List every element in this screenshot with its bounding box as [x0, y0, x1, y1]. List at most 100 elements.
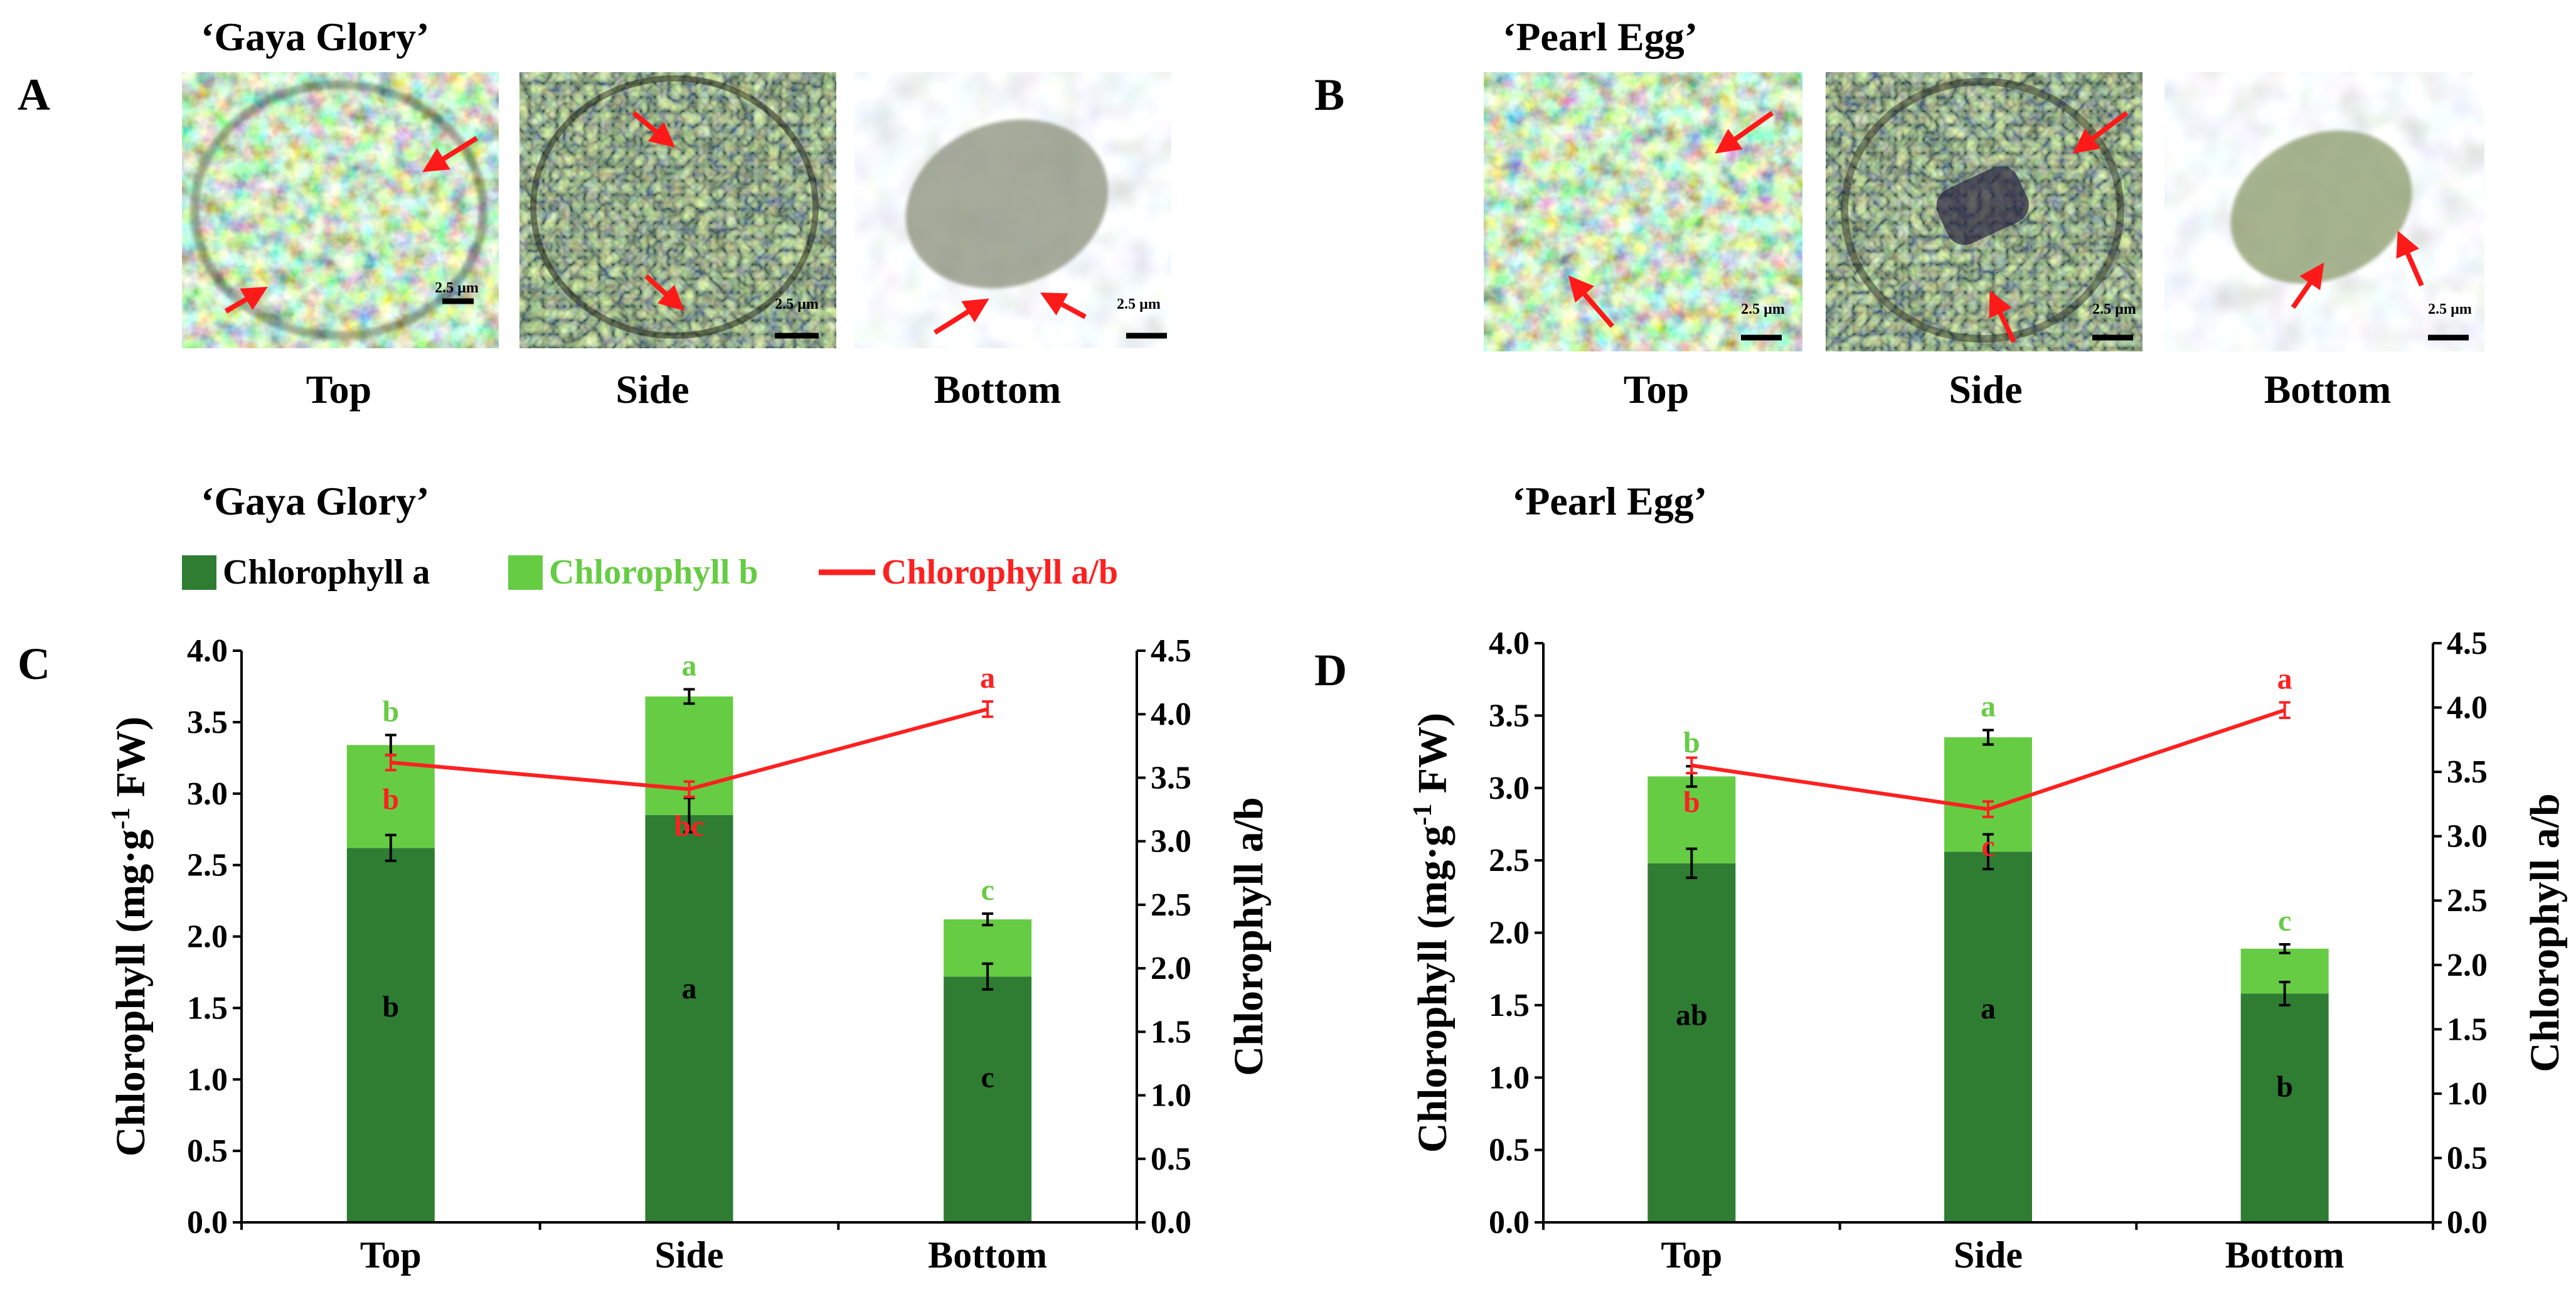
y-tick-label: 0.5 — [1489, 1133, 1530, 1168]
y2-tick-label: 3.0 — [2447, 819, 2488, 855]
red-arrow — [644, 274, 684, 311]
y-tick-label: 2.0 — [1489, 916, 1530, 951]
letter-ratio: b — [382, 782, 399, 816]
micrograph-top — [1484, 72, 1802, 351]
legend-swatch-chl-b — [508, 555, 543, 590]
y2-tick-label: 1.0 — [1151, 1078, 1191, 1114]
letter-chl-b: a — [682, 649, 697, 682]
letter-chl-a: ab — [1676, 998, 1708, 1032]
y2-tick-label: 2.5 — [1151, 887, 1191, 923]
y-tick-label: 1.5 — [1489, 988, 1530, 1023]
letter-chl-a: a — [682, 972, 697, 1005]
y2-tick-label: 0.0 — [1151, 1205, 1191, 1241]
y-tick-label: 3.0 — [1489, 771, 1530, 806]
bar-chl-a — [2240, 993, 2329, 1222]
y2-tick-label: 2.0 — [2447, 948, 2488, 983]
y2-tick-label: 4.0 — [2447, 690, 2488, 726]
chart-d: abbbaacbca0.00.51.01.52.02.53.03.54.00.0… — [1408, 626, 2568, 1276]
y-tick-label: 2.5 — [187, 848, 228, 884]
x-tick-label: Bottom — [928, 1234, 1047, 1276]
scale-bar-label: 2.5 µm — [1741, 301, 1785, 318]
y-tick-label: 3.5 — [187, 705, 228, 740]
red-arrow — [1568, 275, 1615, 328]
bar-chl-a — [1944, 852, 2032, 1222]
y-tick-label: 0.5 — [187, 1133, 228, 1169]
red-arrow — [2291, 262, 2324, 309]
y2-tick-label: 3.5 — [1151, 760, 1191, 796]
y-tick-label: 0.0 — [187, 1205, 228, 1241]
y2-tick-label: 1.0 — [2447, 1076, 2488, 1112]
red-arrow — [2072, 110, 2129, 154]
photo-label: Side — [1949, 367, 2022, 412]
y-tick-label: 2.5 — [1489, 843, 1530, 878]
panel-letter-d: D — [1314, 645, 1347, 695]
letter-chl-b: c — [2278, 904, 2291, 937]
y-tick-label: 4.0 — [1489, 626, 1530, 661]
y-axis-title: Chlorophyll (mg·g-1 FW) — [107, 717, 154, 1156]
photo-label: Bottom — [934, 367, 1062, 412]
letter-ratio: c — [1981, 830, 1994, 863]
red-arrow — [1715, 110, 1774, 154]
panel-letter: B — [1314, 70, 1344, 120]
scale-bar-label: 2.5 µm — [435, 280, 479, 296]
y-tick-label: 4.0 — [187, 633, 228, 669]
letter-ratio: b — [1683, 786, 1700, 819]
scale-bar-label: 2.5 µm — [1117, 296, 1161, 312]
chart-c-title: ‘Gaya Glory’ — [201, 479, 429, 523]
y-tick-label: 1.0 — [187, 1062, 228, 1097]
legend-label-chl-b: Chlorophyll b — [549, 553, 758, 592]
legend: Chlorophyll a Chlorophyll b Chlorophyll … — [182, 553, 1118, 592]
red-arrow — [1989, 290, 2016, 343]
y2-tick-label: 1.5 — [1151, 1014, 1191, 1050]
panel-letter-c: C — [18, 639, 50, 689]
y-axis-title: Chlorophyll (mg·g-1 FW) — [1408, 713, 1456, 1153]
red-arrow — [1040, 292, 1087, 319]
panel-letter: A — [18, 70, 50, 120]
y2-tick-label: 2.5 — [2447, 883, 2488, 919]
micrograph-side — [519, 72, 836, 348]
panel-title: ‘Pearl Egg’ — [1503, 14, 1698, 59]
letter-chl-a: a — [1981, 992, 1996, 1025]
letter-chl-b: b — [382, 695, 399, 728]
photo-label: Side — [615, 367, 689, 412]
y2-tick-label: 1.5 — [2447, 1012, 2488, 1047]
bar-chl-a — [346, 848, 435, 1222]
micrograph-bottom — [2164, 72, 2484, 351]
x-tick-label: Side — [654, 1234, 723, 1276]
x-tick-label: Top — [360, 1234, 422, 1276]
letter-chl-b: a — [1981, 690, 1996, 723]
letter-chl-b: b — [1683, 726, 1700, 759]
letter-ratio: a — [2277, 662, 2292, 695]
bar-chl-a — [1647, 863, 1736, 1222]
micrograph-bottom — [854, 72, 1171, 348]
letter-ratio: bc — [674, 809, 705, 843]
y2-axis-title: Chlorophyll a/b — [1226, 797, 1272, 1076]
y-tick-label: 0.0 — [1489, 1205, 1530, 1241]
chart-d-title: ‘Pearl Egg’ — [1512, 479, 1707, 523]
y2-tick-label: 2.0 — [1151, 951, 1191, 986]
x-tick-label: Bottom — [2225, 1234, 2344, 1276]
micrograph-top — [182, 72, 499, 348]
legend-swatch-chl-a — [182, 555, 216, 590]
y2-axis-title: Chlorophyll a/b — [2522, 793, 2568, 1072]
red-arrow — [422, 136, 479, 173]
y2-tick-label: 0.0 — [2447, 1205, 2488, 1241]
letter-chl-a: c — [981, 1061, 994, 1094]
red-arrow — [632, 110, 676, 148]
red-arrow — [2396, 230, 2424, 287]
x-tick-label: Top — [1661, 1234, 1722, 1276]
y2-tick-label: 3.0 — [1151, 824, 1191, 860]
panel-a: A ‘Gaya Glory’ 2.5 µm 2.5 µm 2.5 — [18, 14, 1171, 412]
y-tick-label: 3.0 — [187, 776, 228, 812]
y-tick-label: 1.5 — [187, 990, 228, 1026]
scale-bar-label: 2.5 µm — [2092, 301, 2136, 318]
bar-chl-a — [944, 976, 1032, 1222]
panel-b: B ‘Pearl Egg’ 2.5 µm 2.5 µm 2.5 µm — [1314, 14, 2484, 412]
y-tick-label: 1.0 — [1489, 1060, 1530, 1096]
y2-tick-label: 0.5 — [1151, 1141, 1191, 1177]
micrograph-side — [1826, 72, 2142, 351]
letter-chl-a: b — [382, 990, 399, 1023]
letter-chl-a: b — [2276, 1070, 2293, 1103]
y-tick-label: 3.5 — [1489, 698, 1530, 734]
